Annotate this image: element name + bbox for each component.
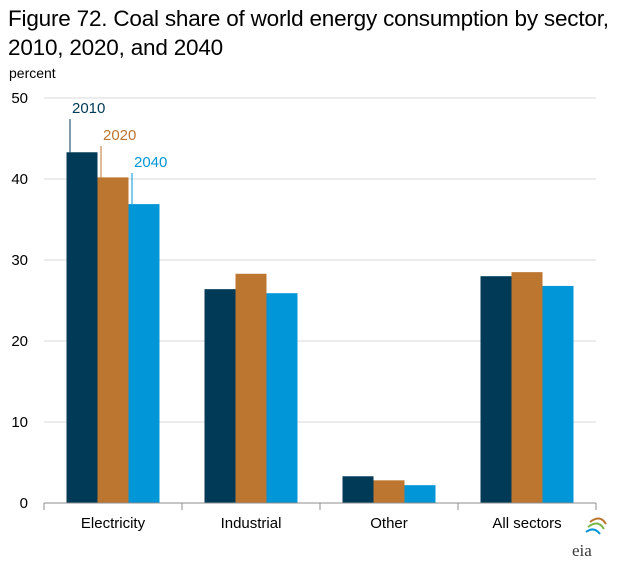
y-tick-label: 40 <box>11 171 28 188</box>
bar-all-sectors-2040 <box>542 285 574 503</box>
y-axis: 0 10 20 30 40 50 <box>11 90 28 512</box>
x-tick-label: Industrial <box>221 515 282 532</box>
series-label-2010: 2010 <box>72 100 105 117</box>
eia-logo-text: eia <box>572 541 592 560</box>
x-tick-label: Other <box>370 515 408 532</box>
bar-industrial-2010 <box>204 289 236 503</box>
bar-industrial-2040 <box>266 293 298 503</box>
bar-all-sectors-2020 <box>511 272 543 503</box>
series-labels: 2010 2020 2040 <box>69 100 167 205</box>
bar-other-2020 <box>373 480 405 503</box>
y-tick-label: 20 <box>11 333 28 350</box>
chart-title: Figure 72. Coal share of world energy co… <box>8 6 609 60</box>
x-tick-label: Electricity <box>81 515 146 532</box>
y-tick-label: 0 <box>20 495 28 512</box>
series-label-2020: 2020 <box>103 127 136 144</box>
bar-all-sectors-2010 <box>480 276 512 503</box>
series-label-2040: 2040 <box>134 154 167 171</box>
y-axis-label: percent <box>9 65 56 81</box>
y-tick-label: 30 <box>11 252 28 269</box>
bar-other-2040 <box>404 485 436 503</box>
bars <box>66 152 574 504</box>
bar-electricity-2040 <box>128 204 160 504</box>
y-tick-label: 50 <box>11 90 28 107</box>
bar-industrial-2020 <box>235 273 267 503</box>
y-tick-label: 10 <box>11 414 28 431</box>
bar-other-2010 <box>342 476 374 503</box>
eia-logo-icon: eia <box>572 517 607 560</box>
bar-electricity-2020 <box>97 177 129 503</box>
x-axis: Electricity Industrial Other All sectors <box>43 502 597 532</box>
bar-electricity-2010 <box>66 152 98 503</box>
x-tick-label: All sectors <box>492 515 561 532</box>
